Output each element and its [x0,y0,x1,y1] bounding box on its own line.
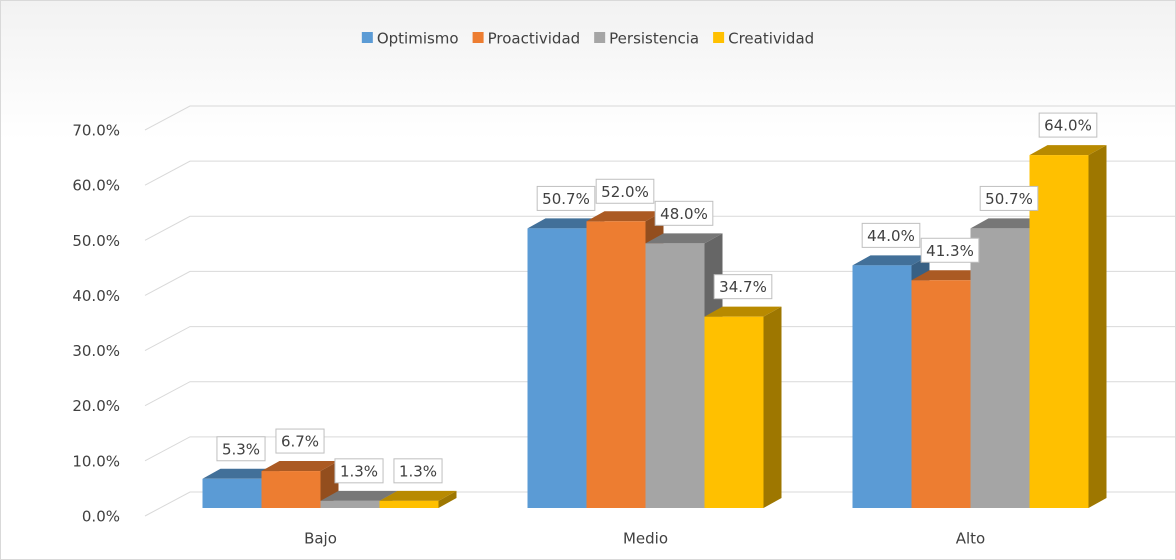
grid-line [144,491,1176,517]
bar-front [527,228,587,508]
data-label-text: 48.0% [660,205,708,223]
bar-top [527,218,605,229]
y-tick-label: 0.0% [82,508,120,526]
data-label: 1.3% [393,458,443,484]
y-tick-label: 50.0% [72,232,120,250]
bar-side [438,490,457,508]
data-label-text: 1.3% [340,462,378,480]
bar-top [586,211,664,222]
data-label-text: 1.3% [399,462,437,480]
data-label: 64.0% [1038,112,1098,138]
bar-front [261,471,321,508]
bar-top [1029,145,1107,156]
legend-swatch [713,32,725,43]
x-tick-label: Bajo [304,530,337,548]
grid-line [144,215,1176,241]
legend: Optimismo Proactividad Persistencia Creativ… [361,30,814,48]
bar [1029,145,1107,509]
bar-front [970,228,1030,508]
y-tick-label: 10.0% [72,452,120,470]
bar-top [379,490,457,501]
bar-top [852,255,930,266]
bar-front [852,265,912,508]
bar [379,490,457,508]
bar-front [202,478,262,508]
grid-line [144,270,1176,296]
bar-front [320,500,380,508]
data-label: 5.3% [216,436,266,462]
bar-front [379,500,439,508]
grid-line [144,326,1176,352]
data-label-box [536,185,596,211]
data-label-text: 41.3% [926,242,974,260]
bar-top [202,468,280,479]
bar-front [1029,155,1089,509]
data-label: 52.0% [595,178,655,204]
data-label: 1.3% [334,458,384,484]
grid-line [144,381,1176,407]
data-label-box [393,458,443,484]
y-tick-label: 70.0% [72,122,120,140]
bar-top [320,490,398,501]
data-label-text: 34.7% [719,278,767,296]
data-label-text: 44.0% [867,227,915,245]
data-label-text: 50.7% [985,190,1033,208]
bar-top [704,306,782,317]
data-label-text: 6.7% [281,433,319,451]
grid-line [144,436,1176,462]
legend-label: Persistencia [609,30,699,48]
legend-label: Optimismo [377,30,459,48]
bar-top [261,461,339,472]
data-label: 44.0% [861,222,921,248]
data-label-box [275,428,325,454]
data-label: 6.7% [275,428,325,454]
legend-swatch [594,32,606,43]
legend-swatch [472,32,484,43]
x-tick-label: Alto [956,530,986,548]
data-label: 48.0% [654,200,714,226]
y-tick-label: 40.0% [72,287,120,305]
y-tick-label: 20.0% [72,397,120,415]
bar-side [763,306,782,508]
bar [261,461,339,508]
data-label-text: 50.7% [542,190,590,208]
data-label-text: 64.0% [1044,117,1092,135]
bar-front [645,243,705,509]
legend-swatch [361,32,373,43]
data-label-box [1038,112,1098,138]
grid-line [144,105,1176,131]
data-label-text: 52.0% [601,183,649,201]
data-label-box [861,222,921,248]
bar-top [970,218,1048,229]
grid-line [144,160,1176,186]
y-tick-label: 60.0% [72,177,120,195]
bar-front [586,221,646,508]
bar [704,306,782,508]
bar-front [704,316,764,508]
legend-label: Creatividad [728,30,814,48]
y-tick-label: 30.0% [72,342,120,360]
data-label-box [920,237,980,263]
data-label-box [595,178,655,204]
x-tick-label: Medio [623,530,668,548]
bar-top [911,270,989,281]
data-label: 50.7% [536,185,596,211]
data-label-box [979,185,1039,211]
data-label: 50.7% [979,185,1039,211]
data-label: 41.3% [920,237,980,263]
bar-front [911,280,971,508]
bar-top [645,233,723,244]
data-label-text: 5.3% [222,440,260,458]
data-label-box [334,458,384,484]
data-label-box [216,436,266,462]
data-label: 34.7% [713,274,773,300]
data-label-box [654,200,714,226]
bar-side [1088,145,1107,509]
legend-label: Proactividad [488,30,581,48]
data-label-box [713,274,773,300]
